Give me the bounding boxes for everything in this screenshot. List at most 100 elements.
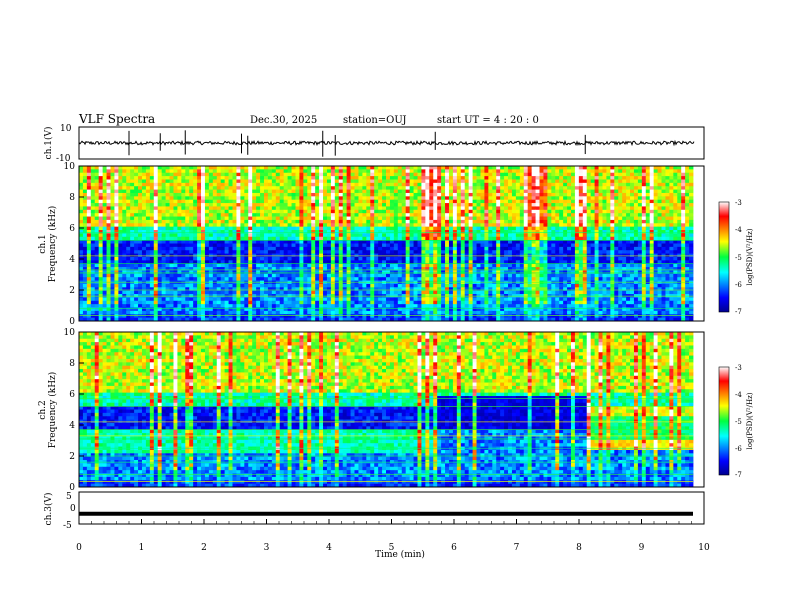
- spectrogram-cell: [389, 206, 395, 211]
- spectrogram-cell: [574, 192, 580, 197]
- spectrogram-cell: [354, 260, 359, 265]
- spectrogram-cell: [267, 179, 273, 184]
- spectrogram-cell: [539, 209, 544, 214]
- spectrogram-cell: [504, 246, 509, 251]
- spectrogram-cell: [689, 199, 694, 204]
- spectrogram-cell: [460, 206, 466, 211]
- spectrogram-cell: [90, 250, 96, 255]
- spectrogram-cell: [86, 256, 92, 261]
- spectrogram-cell: [685, 179, 690, 184]
- spectrogram-cell: [134, 223, 139, 228]
- spectrogram-cell: [622, 189, 627, 194]
- spectrogram-cell: [161, 230, 166, 234]
- spectrogram-cell: [633, 206, 639, 211]
- spectrogram-cell: [492, 199, 497, 204]
- spectrogram-cell: [279, 253, 285, 258]
- spectrogram-cell: [106, 253, 111, 258]
- spectrogram-cell: [649, 192, 655, 197]
- spectrogram-cell: [201, 230, 206, 234]
- spectrogram-cell: [118, 250, 123, 255]
- spectrogram-cell: [149, 199, 155, 204]
- spectrogram-cell: [504, 196, 509, 201]
- spectrogram-cell: [649, 179, 655, 184]
- spectrogram-cell: [212, 270, 218, 275]
- spectrogram-cell: [311, 166, 316, 170]
- spectrogram-cell: [630, 192, 635, 197]
- spectrogram-cell: [464, 253, 470, 258]
- spectrogram-cell: [413, 182, 418, 187]
- spectrogram-cell: [149, 270, 155, 275]
- spectrogram-cell: [492, 213, 497, 217]
- spectrogram-cell: [149, 260, 155, 265]
- spectrogram-cell: [378, 267, 383, 271]
- spectrogram-cell: [496, 263, 501, 268]
- spectrogram-cell: [110, 186, 115, 190]
- spectrogram-cell: [118, 192, 123, 197]
- spectrogram-cell: [106, 209, 111, 214]
- spectrogram-cell: [614, 253, 619, 258]
- spectrogram-cell: [409, 223, 414, 228]
- spectrogram-cell: [633, 250, 639, 255]
- spectrogram-cell: [157, 263, 163, 268]
- spectrogram-cell: [79, 267, 84, 271]
- spectrogram-cell: [346, 186, 351, 190]
- spectrogram-cell: [374, 196, 379, 201]
- spectrogram-cell: [256, 233, 261, 238]
- spectrogram-cell: [275, 169, 281, 174]
- spectrogram-cell: [153, 253, 159, 258]
- spectrogram-cell: [263, 270, 269, 275]
- spectrogram-cell: [130, 196, 135, 201]
- spectrogram-cell: [500, 263, 505, 268]
- spectrogram-cell: [271, 182, 277, 187]
- spectrogram-cell: [689, 192, 694, 197]
- spectrogram-cell: [201, 176, 206, 180]
- spectrogram-cell: [582, 172, 588, 177]
- spectrogram-cell: [586, 176, 592, 180]
- spectrogram-cell: [303, 223, 308, 228]
- spectrogram-cell: [511, 256, 517, 261]
- spectrogram-cell: [157, 236, 163, 241]
- spectrogram-cell: [618, 246, 623, 251]
- spectrogram-cell: [374, 240, 379, 244]
- spectrogram-cell: [94, 176, 100, 180]
- spectrogram-cell: [82, 199, 88, 204]
- spectrogram-cell: [610, 236, 615, 241]
- spectrogram-cell: [630, 240, 635, 244]
- spectrogram-cell: [157, 219, 163, 224]
- spectrogram-cell: [263, 267, 269, 271]
- spectrogram-cell: [303, 260, 308, 265]
- spectrogram-cell: [417, 199, 422, 204]
- spectrogram-cell: [130, 233, 135, 238]
- spectrogram-cell: [594, 189, 599, 194]
- spectrogram-cell: [539, 260, 544, 265]
- spectrogram-cell: [645, 216, 651, 221]
- spectrogram-cell: [326, 169, 332, 174]
- spectrogram-cell: [441, 260, 446, 265]
- spectrogram-cell: [500, 172, 505, 177]
- spectrogram-cell: [405, 230, 411, 234]
- spectrogram-cell: [401, 189, 407, 194]
- spectrogram-cell: [342, 192, 348, 197]
- spectrogram-cell: [657, 236, 662, 241]
- spectrogram-cell: [350, 223, 355, 228]
- spectrogram-cell: [661, 176, 666, 180]
- spectrogram-cell: [181, 240, 186, 244]
- spectrogram-cell: [189, 189, 194, 194]
- spectrogram-cell: [189, 203, 194, 207]
- spectrogram-cell: [216, 209, 222, 214]
- spectrogram-cell: [279, 189, 285, 194]
- spectrogram-cell: [102, 263, 107, 268]
- spectrogram-cell: [122, 216, 127, 221]
- spectrogram-cell: [256, 223, 261, 228]
- spectrogram-cell: [437, 250, 442, 255]
- spectrogram-cell: [189, 213, 194, 217]
- spectrogram-cell: [543, 182, 548, 187]
- spectrogram-cell: [531, 179, 536, 184]
- spectrogram-cell: [523, 213, 529, 217]
- spectrogram-cell: [429, 263, 434, 268]
- spectrogram-cell: [141, 203, 147, 207]
- spectrogram-cell: [622, 209, 627, 214]
- spectrogram-cell: [346, 189, 351, 194]
- spectrogram-cell: [275, 236, 281, 241]
- spectrogram-cell: [126, 236, 131, 241]
